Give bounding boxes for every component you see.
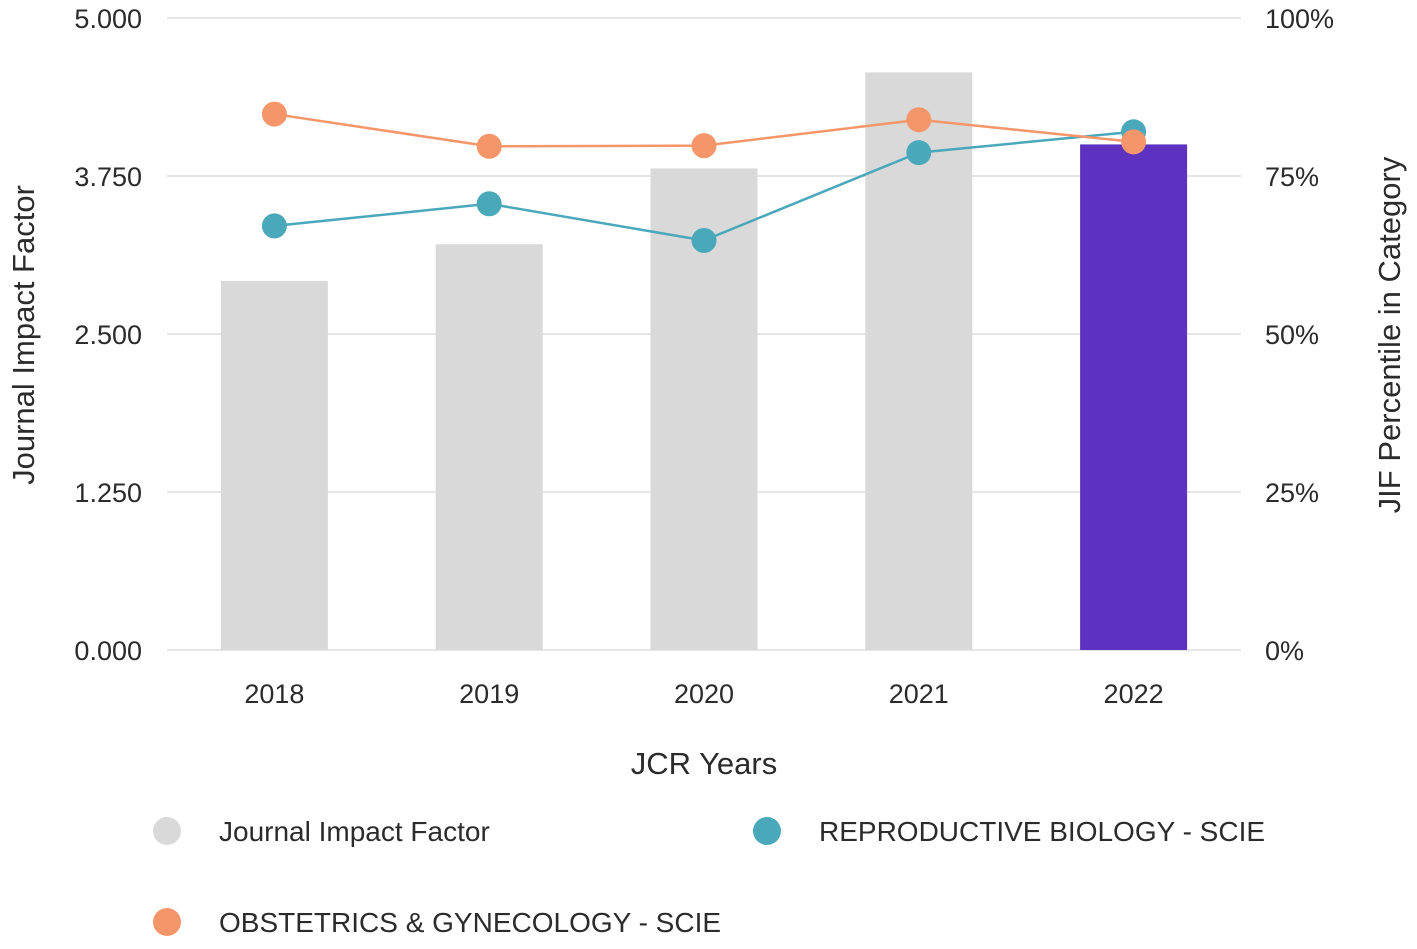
legend-item-reproductive-biology[interactable]: REPRODUCTIVE BIOLOGY - SCIE	[753, 816, 1265, 847]
point-obstetrics-gynecology-2022[interactable]	[1121, 129, 1147, 155]
point-reproductive-biology-2021[interactable]	[906, 140, 932, 166]
y2-tick-label: 25%	[1265, 478, 1319, 508]
y-tick-label: 2.500	[74, 320, 142, 350]
point-obstetrics-gynecology-2018[interactable]	[261, 101, 287, 127]
bar-2019[interactable]	[435, 244, 543, 651]
point-obstetrics-gynecology-2019[interactable]	[476, 133, 502, 159]
bar-2018[interactable]	[220, 280, 328, 650]
left-axis-ticks: 0.000 1.250 2.500 3.750 5.000	[74, 4, 142, 666]
y-axis-title: Journal Impact Factor	[6, 185, 41, 485]
y2-tick-label: 100%	[1265, 4, 1334, 34]
legend-item-obstetrics-gynecology[interactable]: OBSTETRICS & GYNECOLOGY - SCIE	[153, 907, 721, 938]
x-tick-label: 2022	[1104, 679, 1164, 709]
legend-swatch-obstetrics-gynecology	[153, 908, 181, 936]
x-tick-label: 2019	[459, 679, 519, 709]
y2-tick-label: 0%	[1265, 636, 1304, 666]
x-tick-label: 2018	[244, 679, 304, 709]
legend-swatch-jif	[153, 817, 181, 845]
bar-2021[interactable]	[865, 72, 973, 651]
y-tick-label: 3.750	[74, 162, 142, 192]
y-tick-label: 5.000	[74, 4, 142, 34]
legend-label-reproductive-biology: REPRODUCTIVE BIOLOGY - SCIE	[819, 816, 1265, 847]
legend-label-jif: Journal Impact Factor	[219, 816, 490, 847]
x-tick-label: 2020	[674, 679, 734, 709]
legend: Journal Impact Factor REPRODUCTIVE BIOLO…	[153, 816, 1265, 938]
y-tick-label: 0.000	[74, 636, 142, 666]
legend-label-obstetrics-gynecology: OBSTETRICS & GYNECOLOGY - SCIE	[219, 907, 721, 938]
bar-2022[interactable]	[1080, 144, 1188, 650]
bars	[220, 72, 1188, 651]
point-obstetrics-gynecology-2020[interactable]	[691, 133, 717, 159]
point-obstetrics-gynecology-2021[interactable]	[906, 107, 932, 133]
point-reproductive-biology-2020[interactable]	[691, 227, 717, 253]
y2-tick-label: 75%	[1265, 162, 1319, 192]
points	[261, 101, 1147, 253]
right-axis-ticks: 0% 25% 50% 75% 100%	[1265, 4, 1334, 666]
y-tick-label: 1.250	[74, 478, 142, 508]
point-reproductive-biology-2019[interactable]	[476, 191, 502, 217]
point-reproductive-biology-2018[interactable]	[261, 213, 287, 239]
legend-swatch-reproductive-biology	[753, 817, 781, 845]
x-axis-ticks: 2018 2019 2020 2021 2022	[244, 679, 1163, 709]
x-axis-title: JCR Years	[631, 746, 777, 781]
legend-item-jif[interactable]: Journal Impact Factor	[153, 816, 490, 847]
y2-axis-title: JIF Percentile in Category	[1372, 156, 1407, 513]
y2-tick-label: 50%	[1265, 320, 1319, 350]
x-tick-label: 2021	[889, 679, 949, 709]
